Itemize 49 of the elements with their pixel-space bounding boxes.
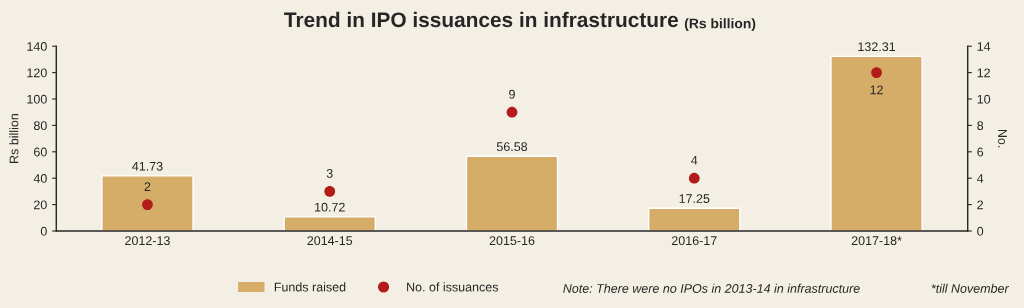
- point: [688, 172, 700, 184]
- x-tick-label: 2014-15: [307, 236, 353, 246]
- y2-tick-label: 4: [976, 174, 984, 183]
- x-tick-label: 2012-13: [125, 236, 170, 246]
- data-label: 17.25: [679, 194, 710, 203]
- y-tick-label: 100: [27, 94, 47, 104]
- data-label: 12: [870, 85, 883, 95]
- chart-subtitle: (Rs billion): [684, 18, 756, 32]
- x-tick-label: 2016-17: [671, 236, 717, 246]
- data-label: 56.58: [496, 142, 528, 152]
- y2-tick-label: 8: [977, 121, 984, 131]
- y-tick-label: 60: [34, 147, 47, 157]
- data-label: 2: [144, 182, 151, 191]
- text: *till November: [931, 283, 1010, 293]
- y-tick-label: 40: [33, 174, 47, 183]
- bar: [101, 175, 194, 231]
- y2-tick-label: 12: [977, 68, 990, 78]
- bar: [830, 55, 923, 231]
- chart-title: Trend in IPO issuances in infrastructure: [284, 11, 678, 28]
- bar: [465, 155, 559, 231]
- data-label: 4: [691, 155, 698, 165]
- data-label: 41.73: [132, 161, 163, 171]
- y2-tick-label: 14: [977, 42, 991, 51]
- text: Note: There were no IPOs in 2013-14 in infrastructure: [563, 283, 860, 293]
- point: [324, 186, 336, 197]
- y2-tick-label: 6: [977, 147, 984, 157]
- point: [871, 67, 882, 78]
- data-label: 3: [326, 168, 333, 178]
- y-tick-label: 0: [40, 226, 47, 236]
- data-label: 132.31: [858, 42, 896, 52]
- bar: [283, 216, 376, 231]
- legend-label: Funds raised: [274, 282, 346, 292]
- point: [506, 106, 518, 118]
- y-tick-label: 80: [33, 121, 47, 131]
- y2-tick-label: 10: [977, 94, 991, 104]
- data-label: 9: [509, 89, 515, 99]
- x-tick-label: 2017-18*: [851, 236, 902, 246]
- x-tick-label: 2015-16: [489, 236, 535, 246]
- point: [142, 199, 153, 210]
- y2-tick-label: 2: [977, 200, 984, 210]
- y-tick-label: 20: [34, 200, 47, 210]
- y2-axis-title: No.: [998, 129, 1007, 148]
- legend-label: No. of issuances: [407, 282, 499, 292]
- y-tick-label: 120: [27, 68, 47, 78]
- y2-tick-label: 0: [977, 226, 984, 236]
- bar: [648, 207, 741, 231]
- y-tick-label: 140: [27, 42, 47, 51]
- y-axis-title: Rs billion: [9, 114, 19, 163]
- data-label: 10.72: [315, 202, 345, 212]
